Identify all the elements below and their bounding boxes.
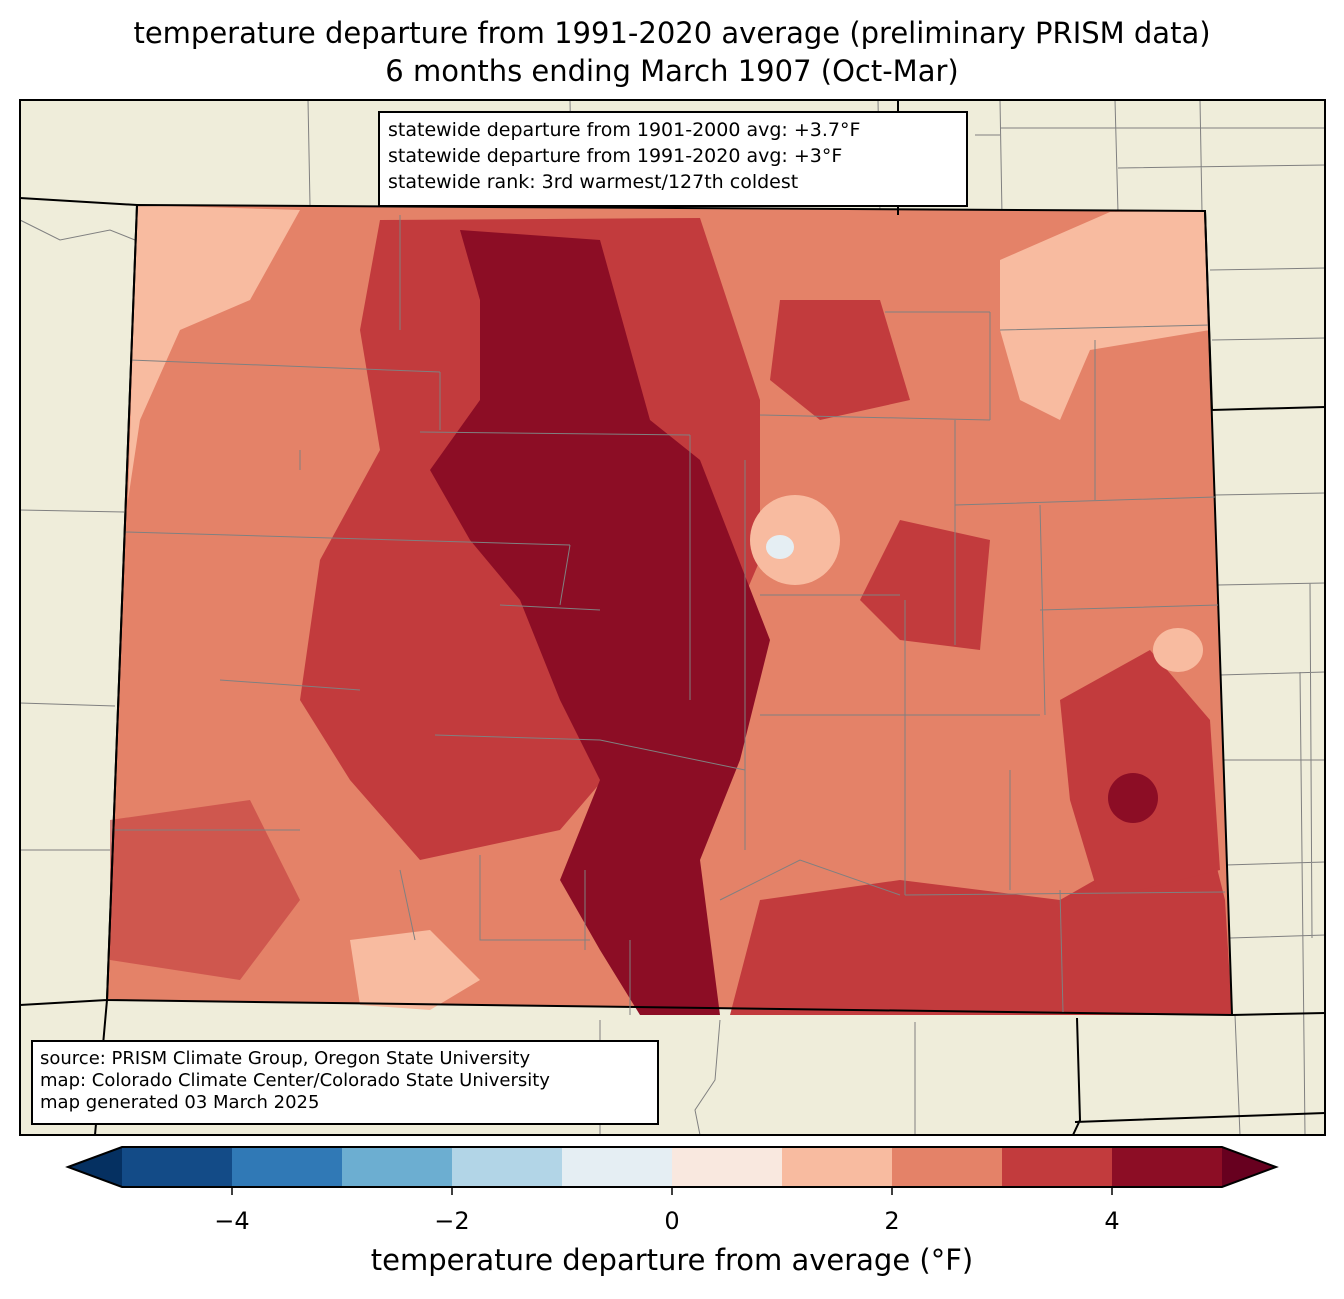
colorbar: −4 −2 0 2 4	[65, 1146, 1279, 1235]
generated-date-line: map generated 03 March 2025	[40, 1092, 320, 1113]
region-east-dark	[1108, 773, 1158, 823]
statewide-stats-box: statewide departure from 1901-2000 avg: …	[378, 111, 968, 207]
stats-departure-1901-2000: statewide departure from 1901-2000 avg: …	[388, 119, 861, 141]
colorado-state	[105, 203, 1234, 1017]
region-southeast-red	[730, 800, 1232, 1015]
colorbar-outline	[65, 1146, 1279, 1188]
colorbar-band	[342, 1147, 452, 1187]
colorbar-band	[232, 1147, 342, 1187]
colorbar-band	[122, 1147, 232, 1187]
region-northeast-red	[770, 300, 910, 420]
colorbar-tick-label: 4	[1104, 1207, 1119, 1235]
colorbar-tick-label: −2	[434, 1207, 469, 1235]
region-light-west	[128, 205, 300, 500]
region-central-red	[860, 520, 990, 650]
region-mountains-dark	[430, 230, 770, 1015]
source-line: source: PRISM Climate Group, Oregon Stat…	[40, 1048, 531, 1069]
county-lines	[115, 215, 1226, 1015]
map-credit-line: map: Colorado Climate Center/Colorado St…	[40, 1070, 550, 1091]
colorbar-label: temperature departure from average (°F)	[370, 1243, 974, 1277]
colorbar-band	[892, 1147, 1002, 1187]
map-frame	[19, 99, 1326, 1136]
colorbar-over-arrow	[1222, 1147, 1276, 1187]
colorbar-band	[672, 1147, 782, 1187]
region-denver-light	[750, 495, 840, 585]
colorbar-under-arrow	[68, 1147, 122, 1187]
colorbar-band	[1002, 1147, 1112, 1187]
region-denver-lightest	[766, 535, 794, 559]
map-title-line1: temperature departure from 1991-2020 ave…	[133, 16, 1211, 50]
colorbar-tick-label: −4	[214, 1207, 249, 1235]
stats-departure-1991-2020: statewide departure from 1991-2020 avg: …	[388, 145, 843, 167]
region-east-light	[1153, 628, 1203, 672]
source-box: source: PRISM Climate Group, Oregon Stat…	[31, 1040, 659, 1125]
colorbar-band	[782, 1147, 892, 1187]
neighbor-county-lines	[19, 99, 1326, 1136]
colorbar-tick-label: 0	[664, 1207, 679, 1235]
colorbar-band	[452, 1147, 562, 1187]
map-title-line2: 6 months ending March 1907 (Oct-Mar)	[385, 54, 959, 88]
colorbar-tick-label: 2	[884, 1207, 899, 1235]
region-southwest-light	[350, 930, 480, 1010]
stats-rank: statewide rank: 3rd warmest/127th coldes…	[388, 171, 799, 193]
region-light-northeast	[1000, 211, 1210, 420]
colorbar-band	[562, 1147, 672, 1187]
region-southwest-red	[110, 800, 300, 980]
colorbar-band	[1112, 1147, 1222, 1187]
